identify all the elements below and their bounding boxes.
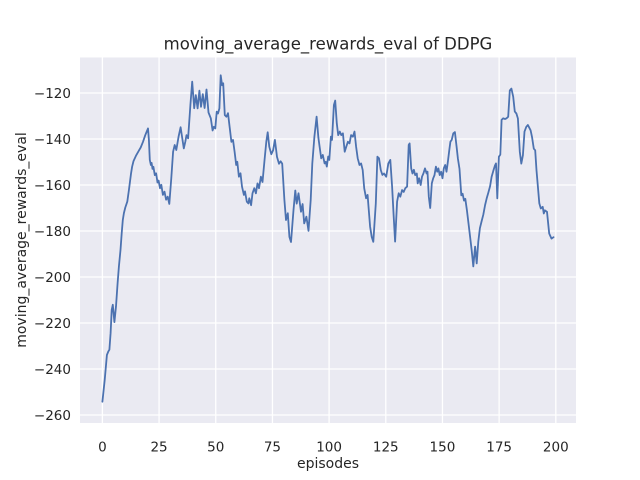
x-tick-label: 100 bbox=[316, 440, 342, 456]
y-tick-label: −140 bbox=[34, 132, 71, 148]
y-axis-label: moving_average_rewards_eval bbox=[14, 132, 30, 348]
y-tick-label: −200 bbox=[34, 270, 71, 286]
gridlines bbox=[80, 57, 576, 423]
x-axis-label: episodes bbox=[297, 456, 359, 472]
y-tick-label: −180 bbox=[34, 224, 71, 240]
chart-title: moving_average_rewards_eval of DDPG bbox=[164, 35, 493, 55]
x-tick-label: 200 bbox=[543, 440, 569, 456]
y-tick-label: −240 bbox=[34, 362, 71, 378]
x-tick-label: 150 bbox=[430, 440, 456, 456]
y-tick-label: −120 bbox=[34, 86, 71, 102]
line-series bbox=[101, 74, 555, 403]
reward-line bbox=[101, 74, 555, 403]
x-tick-label: 50 bbox=[207, 440, 224, 456]
plot-area bbox=[80, 57, 576, 423]
x-tick-label: 175 bbox=[486, 440, 512, 456]
y-tick-label: −260 bbox=[34, 408, 71, 424]
x-tick-label: 125 bbox=[373, 440, 399, 456]
y-tick-label: −220 bbox=[34, 316, 71, 332]
y-tick-label: −160 bbox=[34, 178, 71, 194]
x-tick-label: 0 bbox=[98, 440, 107, 456]
x-tick-label: 25 bbox=[150, 440, 167, 456]
x-tick-label: 75 bbox=[264, 440, 281, 456]
y-tick-labels: −120 −140 −160 −180 −200 −220 −240 −260 bbox=[34, 86, 71, 424]
x-tick-labels: 0 25 50 75 100 125 150 175 200 bbox=[98, 440, 569, 456]
